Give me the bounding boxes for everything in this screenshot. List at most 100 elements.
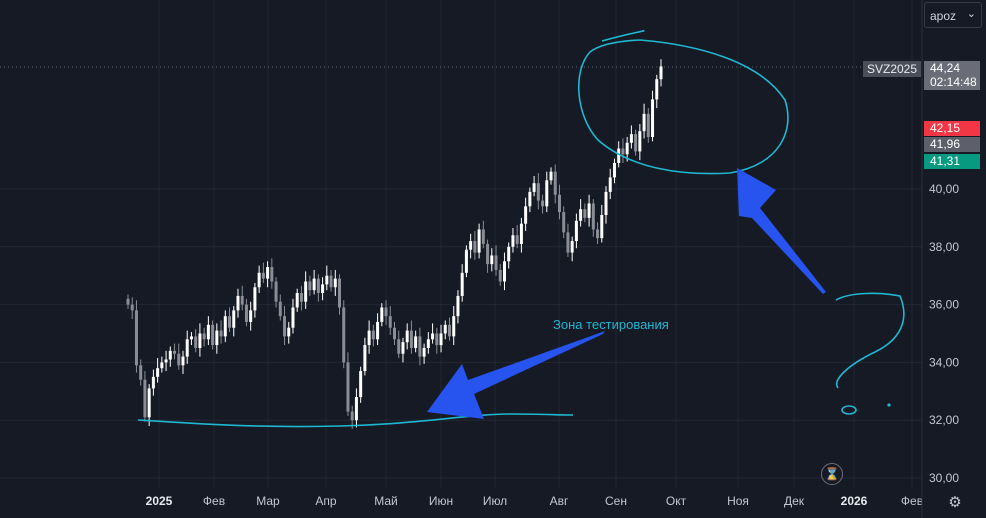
candle xyxy=(634,129,638,156)
candle xyxy=(325,265,329,291)
y-tick-label: 34,00 xyxy=(929,355,959,369)
candle-body xyxy=(215,330,219,346)
candle-body xyxy=(316,278,320,294)
candle xyxy=(354,388,358,428)
candle-body xyxy=(604,191,608,216)
candle xyxy=(393,321,396,346)
y-tick-label: 30,00 xyxy=(929,471,959,485)
candle xyxy=(388,306,392,335)
candle-body xyxy=(164,359,168,363)
candle-body xyxy=(502,261,506,282)
candle-body xyxy=(435,333,439,346)
candle xyxy=(536,173,540,210)
candle xyxy=(147,384,151,426)
candle-body xyxy=(189,336,193,340)
y-tick-label: 36,00 xyxy=(929,298,959,312)
candle xyxy=(177,343,181,370)
candle xyxy=(519,217,523,253)
candle-body xyxy=(515,235,519,244)
candle-body xyxy=(228,316,232,328)
x-tick-label: Мар xyxy=(256,494,280,508)
candle-body xyxy=(283,316,287,337)
candle xyxy=(304,271,308,309)
candle xyxy=(443,320,447,340)
candle-body xyxy=(426,339,430,348)
candle xyxy=(562,206,566,239)
candle xyxy=(126,294,130,309)
candle-body xyxy=(380,307,384,322)
annotation-label: Зона тестирования xyxy=(553,317,669,332)
scale-select[interactable]: apoz ⌄ xyxy=(924,2,982,28)
candle xyxy=(498,264,502,286)
gear-icon[interactable]: ⚙ xyxy=(948,494,962,511)
candle xyxy=(384,300,388,325)
candle xyxy=(143,371,147,422)
candle xyxy=(570,236,574,262)
question-mark xyxy=(835,292,905,389)
candle-body xyxy=(160,362,164,369)
candle-body xyxy=(464,249,468,273)
candle-body xyxy=(363,345,367,372)
candle xyxy=(511,228,515,253)
candle xyxy=(181,350,185,374)
candle xyxy=(549,167,553,185)
candle xyxy=(625,136,629,162)
candle-body xyxy=(486,243,490,265)
candle-body xyxy=(608,177,612,192)
candle-body xyxy=(401,342,405,354)
candle xyxy=(473,230,477,260)
candle-body xyxy=(278,301,282,317)
candle xyxy=(481,220,485,249)
candle-body xyxy=(477,229,481,253)
x-tick-label: Окт xyxy=(666,494,687,508)
candle xyxy=(655,74,659,109)
candle-body xyxy=(321,284,325,294)
candle-body xyxy=(443,324,447,334)
candle xyxy=(134,300,138,373)
candle xyxy=(198,323,202,357)
candle-body xyxy=(295,293,299,308)
question-dot xyxy=(841,405,857,415)
candle xyxy=(236,288,240,318)
candle xyxy=(528,187,532,213)
candle xyxy=(579,199,583,227)
candle-body xyxy=(481,229,485,244)
candle xyxy=(456,290,460,324)
candle xyxy=(477,223,481,259)
candle xyxy=(583,203,587,223)
candle xyxy=(494,245,498,276)
candle-body xyxy=(655,79,659,100)
candle-body xyxy=(638,131,642,152)
candle xyxy=(612,158,616,184)
candle-body xyxy=(431,333,435,340)
candle xyxy=(464,245,468,278)
candle xyxy=(189,332,193,346)
candle-body xyxy=(600,215,604,239)
candle-body xyxy=(232,310,236,328)
candle xyxy=(515,225,519,249)
candle-body xyxy=(147,388,151,418)
candle-body xyxy=(617,148,621,163)
candle xyxy=(164,350,168,372)
candle xyxy=(532,175,536,197)
candle-body xyxy=(629,134,633,143)
x-tick-label: 2025 xyxy=(146,494,173,508)
candle-body xyxy=(151,376,155,389)
candle-body xyxy=(291,307,295,328)
candle xyxy=(422,343,426,364)
candle xyxy=(642,103,646,139)
candle xyxy=(274,277,278,308)
hourglass-icon[interactable]: ⌛ xyxy=(821,463,843,485)
candle-body xyxy=(469,241,473,250)
candle-body xyxy=(490,255,494,265)
candle-body xyxy=(126,298,130,305)
candle-body xyxy=(562,212,566,233)
candle-body xyxy=(261,272,265,279)
candle xyxy=(363,337,367,376)
candle-body xyxy=(350,411,354,421)
candle xyxy=(414,330,418,353)
candle-body xyxy=(177,353,181,366)
breakout-circle xyxy=(577,30,789,175)
candle xyxy=(308,275,312,296)
